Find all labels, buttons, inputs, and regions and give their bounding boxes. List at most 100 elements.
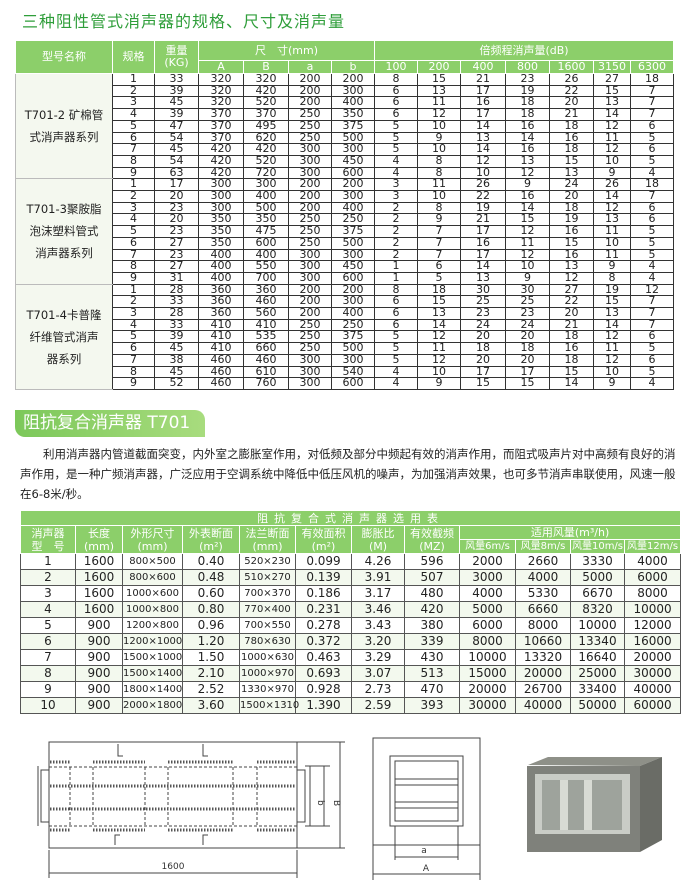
table-cell: 14 xyxy=(460,143,506,156)
table-cell: 200 xyxy=(288,295,332,309)
table-cell: 600 xyxy=(330,272,375,285)
table-cell: 0.60 xyxy=(182,585,240,602)
front-view-drawing xyxy=(372,737,481,880)
header-dim-b: b xyxy=(330,60,376,74)
table-cell: 360 xyxy=(198,307,244,320)
table-cell: 20 xyxy=(460,354,506,367)
table-cell: 350 xyxy=(198,225,244,238)
table-cell: 10 xyxy=(593,366,631,379)
table-cell: 10000 xyxy=(570,617,625,634)
table-cell: 20 xyxy=(549,307,594,320)
table-cell: 14 xyxy=(593,108,631,121)
table-cell: 320 xyxy=(198,73,244,86)
table-cell: 300 xyxy=(288,143,332,156)
table-cell: 3.60 xyxy=(182,697,240,714)
header-airflow-speed: 风量10m/s xyxy=(570,539,625,554)
table-cell: 12 xyxy=(593,143,631,156)
table-cell: 12 xyxy=(417,331,461,344)
series-name: T701-3聚胺脂 泡沫塑料管式 消声器系列 xyxy=(15,178,113,285)
table-cell: 4 xyxy=(374,155,418,168)
table-cell: 610 xyxy=(243,366,289,379)
table-cell: 20 xyxy=(549,190,594,203)
table-cell: 375 xyxy=(330,120,375,133)
section2-description: 利用消声器内管道截面突变，内外室之膨胀室作用，对低频及部分中频起有效的消声作用，… xyxy=(20,447,676,501)
table-cell: 6 xyxy=(374,319,418,332)
table-cell: 1.20 xyxy=(182,633,240,650)
table-cell: 2 xyxy=(112,295,155,309)
table-cell: 1600 xyxy=(75,553,123,570)
table-cell: 1000×800 xyxy=(122,601,183,618)
table-cell: 520 xyxy=(243,97,289,110)
series-name-line: T701-3聚胺脂 xyxy=(26,202,102,217)
table-cell: 4.26 xyxy=(351,553,405,570)
table-cell: 12000 xyxy=(623,617,682,634)
header-line: 消声器 xyxy=(31,526,65,540)
table-cell: 900 xyxy=(75,617,123,634)
table-cell: 540 xyxy=(330,366,375,379)
table-cell: 5 xyxy=(112,331,155,344)
table-cell: 0.463 xyxy=(295,649,352,666)
table-cell: 13 xyxy=(505,155,550,168)
header-col-5: 有效面积 (m²) xyxy=(295,525,352,554)
table-row: 8 54 420 520 300 450 4 8 12 13 15 10 5 xyxy=(16,155,675,168)
table-cell: 6 xyxy=(630,214,675,227)
table-cell: 300 xyxy=(330,85,375,98)
header-col-0: 消声器型 号 xyxy=(20,525,76,554)
table-cell: 250 xyxy=(288,225,332,238)
header-col-6: 膨胀比 (M) xyxy=(351,525,405,554)
table-cell: 7 xyxy=(417,225,461,238)
table-cell: 510×270 xyxy=(239,569,296,586)
table-cell: 393 xyxy=(404,697,460,714)
table-cell: 8 xyxy=(374,73,418,86)
table-cell: 19 xyxy=(505,85,550,98)
header-dim-B: B xyxy=(243,60,289,74)
table-cell: 54 xyxy=(154,132,199,145)
header-line: (m²) xyxy=(311,539,336,553)
table-cell: 400 xyxy=(330,202,375,215)
table-cell: 300 xyxy=(330,190,375,203)
table-cell: 7 xyxy=(112,249,155,262)
table-cell: 3 xyxy=(20,585,76,602)
table-cell: 18 xyxy=(417,284,461,297)
table-cell: 900 xyxy=(75,665,123,682)
header-line: (mm) xyxy=(83,539,114,553)
table-cell: 596 xyxy=(404,553,460,570)
table-cell: 300 xyxy=(198,190,244,203)
table-cell: 39 xyxy=(154,331,199,344)
header-weight-label: 重量 xyxy=(165,44,188,57)
table-row: 2 1600 800×600 0.48 510×270 0.139 3.91 507 3000 4… xyxy=(20,569,682,586)
table-cell: 8 xyxy=(112,366,155,379)
selection-table-title: 阻抗复合式消声器选用表 xyxy=(19,510,682,526)
table-cell: 16 xyxy=(549,132,594,145)
table-cell: 2000 xyxy=(459,553,516,570)
table-cell: 13320 xyxy=(515,649,571,666)
table-cell: 0.40 xyxy=(182,553,240,570)
table-cell: 7 xyxy=(417,249,461,262)
table-cell: 2 xyxy=(374,225,418,238)
table-cell: 3.20 xyxy=(351,633,405,650)
table-cell: 6 xyxy=(112,237,155,250)
table-cell: 12 xyxy=(593,120,631,133)
table-cell: 8 xyxy=(112,260,155,273)
table-cell: 52 xyxy=(154,377,199,390)
header-line: 长度 xyxy=(88,526,110,540)
table-cell: 8000 xyxy=(623,585,682,602)
table-cell: 14 xyxy=(505,202,550,215)
table-cell: 6 xyxy=(374,85,418,98)
table-row: 5 47 370 495 250 375 5 10 14 16 18 12 6 xyxy=(16,120,675,133)
table-row: 2 39 320 420 200 300 6 13 17 19 22 15 7 xyxy=(16,85,675,98)
table-cell: 6660 xyxy=(515,601,571,618)
table-cell: 600 xyxy=(330,167,375,180)
table-cell: 460 xyxy=(243,354,289,367)
table-row: 7 23 400 400 300 300 2 7 17 12 16 11 5 xyxy=(16,249,675,262)
header-col-7: 有效截频 (MZ) xyxy=(404,525,460,554)
table-cell: 5 xyxy=(374,143,418,156)
table-cell: 200 xyxy=(288,202,332,215)
table-cell: 3.43 xyxy=(351,617,405,634)
table-cell: 350 xyxy=(330,108,375,121)
table-cell: 9 xyxy=(417,377,461,390)
table-cell: 1330×970 xyxy=(239,681,296,698)
table-cell: 3 xyxy=(112,97,155,110)
table-cell: 10 xyxy=(460,167,506,180)
table-cell: 4 xyxy=(112,108,155,121)
